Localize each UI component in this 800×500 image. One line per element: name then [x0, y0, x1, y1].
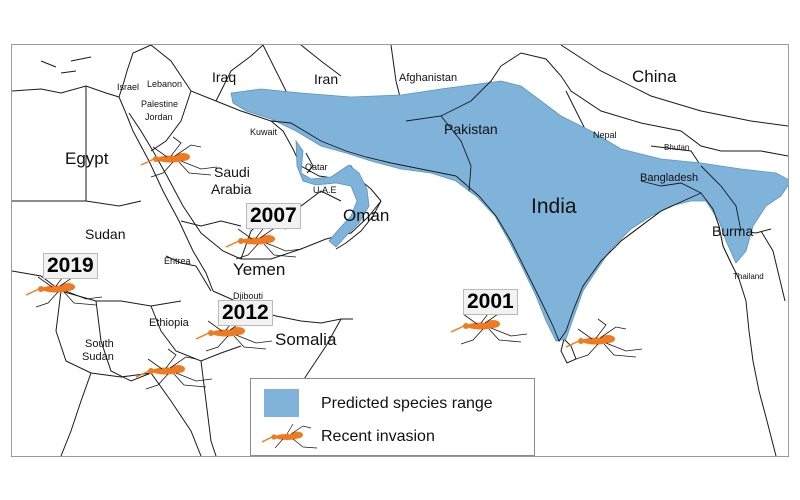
label-india: India: [531, 195, 577, 218]
label-djibouti: Djibouti: [233, 291, 264, 301]
label-ethiopia: Ethiopia: [149, 317, 189, 329]
mosquito-icon-india-south: [565, 318, 643, 360]
label-bangladesh: Bangladesh: [640, 172, 699, 184]
label-lebanon: Lebanon: [147, 79, 183, 89]
label-south-sudan: Sudan: [82, 351, 114, 363]
label-saudi: Saudi: [214, 164, 250, 180]
label-qatar: Qatar: [305, 162, 328, 172]
label-afghanistan: Afghanistan: [399, 72, 458, 84]
label-uae: U.A.E: [313, 185, 337, 195]
label-somalia: Somalia: [275, 330, 337, 349]
label-kuwait: Kuwait: [250, 127, 278, 137]
label-arabia: Arabia: [211, 181, 252, 197]
label-nepal: Nepal: [593, 130, 617, 140]
map-svg: [12, 45, 788, 456]
legend-invasion-label: Recent invasion: [321, 428, 435, 445]
label-bhutan: Bhutan: [664, 143, 690, 152]
mosquito-legend-icon: [261, 423, 318, 449]
label-china: China: [632, 67, 677, 86]
label-pakistan: Pakistan: [444, 121, 498, 137]
legend-range-label: Predicted species range: [321, 395, 493, 412]
label-burma: Burma: [712, 223, 754, 239]
range-borders: [270, 80, 742, 342]
label-oman: Oman: [343, 206, 390, 225]
year-2001-box: 2001: [463, 289, 518, 316]
label-yemen: Yemen: [233, 260, 286, 279]
label-iraq: Iraq: [212, 69, 237, 85]
label-south: South: [85, 338, 114, 350]
legend: Predicted species range Recent invasion: [250, 378, 535, 456]
label-palestine: Palestine: [141, 99, 179, 109]
label-sudan: Sudan: [85, 226, 126, 242]
label-thailand: Thailand: [733, 272, 764, 281]
mosquito-icon-south-sudan: [135, 348, 213, 390]
year-2019-box: 2019: [43, 253, 98, 280]
label-egypt: Egypt: [65, 149, 109, 168]
label-jordan: Jordan: [145, 112, 173, 122]
label-iran: Iran: [314, 71, 339, 87]
label-israel: Israel: [117, 82, 140, 92]
year-2007-box: 2007: [246, 203, 301, 230]
label-eritrea: Eritrea: [164, 256, 191, 266]
mosquito-icon-egypt: [140, 136, 218, 178]
year-2012-box: 2012: [218, 300, 273, 327]
range-swatch-icon: [264, 389, 299, 417]
predicted-range: [230, 80, 788, 342]
